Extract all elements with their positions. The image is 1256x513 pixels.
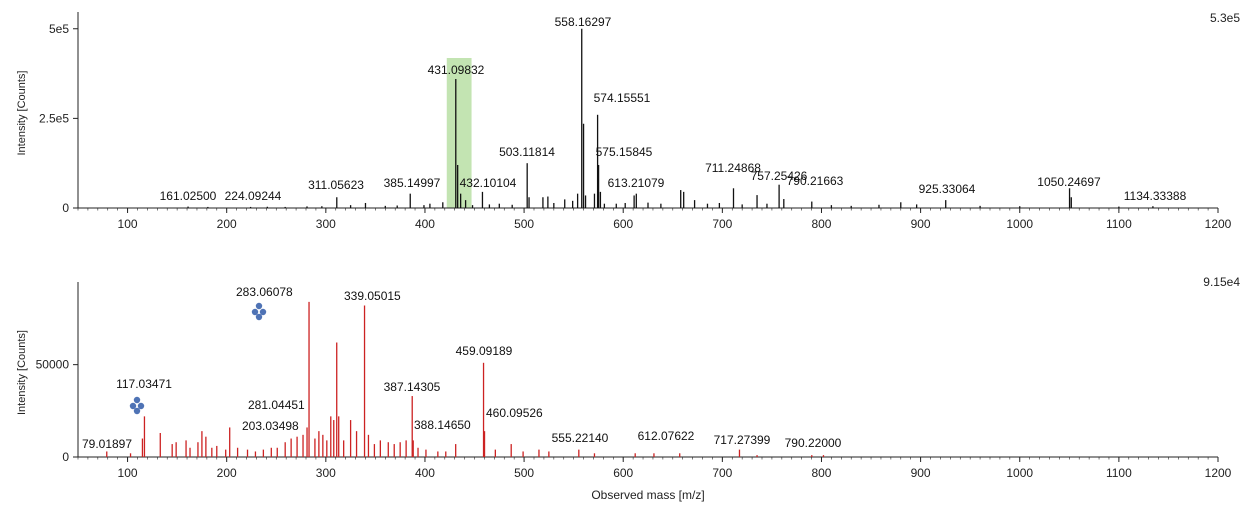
peak-label: 555.22140: [552, 431, 609, 445]
peak-label: 790.21663: [787, 174, 844, 188]
highlight-band: [446, 58, 472, 208]
y-axis-label: Intensity [Counts]: [16, 71, 28, 156]
x-tick-label: 600: [613, 466, 633, 480]
peak-label: 757.25426: [751, 169, 808, 183]
peak-label: 711.24868: [705, 161, 761, 175]
x-tick-label: 100: [118, 466, 138, 480]
peak-label: 203.03498: [242, 419, 299, 433]
x-tick-label: 1100: [1106, 217, 1132, 231]
x-tick-label: 300: [316, 466, 336, 480]
max-intensity-label: 9.15e4: [1203, 275, 1240, 289]
glycan-dot: [137, 402, 145, 410]
x-tick-label: 500: [514, 217, 534, 231]
peak-label: 387.14305: [384, 380, 441, 394]
peak-label: 717.27399: [714, 433, 771, 447]
x-tick-label: 1200: [1205, 217, 1232, 231]
peak-label: 1050.24697: [1037, 175, 1101, 189]
glycan-dot: [133, 396, 141, 404]
x-tick-label: 1000: [1006, 466, 1033, 480]
x-tick-label: 400: [415, 466, 435, 480]
peak-label: 385.14997: [384, 176, 441, 190]
y-tick-label: 0: [62, 201, 69, 215]
x-tick-label: 700: [712, 217, 732, 231]
glycan-dot: [255, 313, 263, 321]
max-intensity-label: 5.3e5: [1210, 11, 1240, 25]
x-tick-label: 1000: [1006, 217, 1033, 231]
x-tick-label: 600: [613, 217, 633, 231]
peak-label: 459.09189: [456, 344, 513, 358]
peak-label: 503.11814: [499, 145, 555, 159]
x-tick-label: 200: [217, 466, 237, 480]
glycan-icon: [129, 396, 145, 415]
peak-label: 339.05015: [344, 289, 401, 303]
y-axis-label: Intensity [Counts]: [16, 330, 28, 415]
x-tick-label: 1100: [1106, 466, 1132, 480]
x-tick-label: 200: [217, 217, 237, 231]
peak-label: 575.15845: [596, 145, 653, 159]
y-tick-label: 5e5: [49, 22, 69, 36]
peak-label: 925.33064: [919, 182, 976, 196]
peak-label: 388.14650: [414, 418, 471, 432]
x-tick-label: 800: [811, 217, 831, 231]
peak-label: 283.06078: [236, 285, 293, 299]
peak-label: 612.07622: [638, 429, 695, 443]
x-axis-label: Observed mass [m/z]: [591, 488, 704, 502]
peak-label: 613.21079: [608, 176, 665, 190]
peak-label: 281.04451: [248, 398, 305, 412]
x-tick-label: 100: [118, 217, 138, 231]
peak-label: 161.02500: [160, 189, 217, 203]
x-tick-label: 800: [811, 466, 831, 480]
peak-label: 574.15551: [594, 91, 651, 105]
glycan-dot: [259, 308, 267, 316]
peak-label: 460.09526: [486, 406, 543, 420]
y-tick-label: 2.5e5: [39, 111, 69, 125]
peak-label: 431.09832: [428, 63, 485, 77]
peak-label: 432.10104: [460, 176, 517, 190]
x-tick-label: 900: [911, 466, 931, 480]
peak-label: 558.16297: [555, 15, 612, 29]
peak-label: 117.03471: [116, 377, 172, 391]
peak-label: 311.05623: [308, 178, 364, 192]
glycan-icon: [251, 302, 267, 321]
x-tick-label: 1200: [1205, 466, 1232, 480]
y-tick-label: 0: [62, 450, 69, 464]
x-tick-label: 500: [514, 466, 534, 480]
y-tick-label: 50000: [36, 358, 70, 372]
top-spectrum-panel: 100 200 300 400 500 600 700 800 900 1000 1100 1200 0…: [16, 11, 1240, 231]
peak-label: 79.01897: [82, 437, 132, 451]
glycan-dot: [133, 407, 141, 415]
peak-label: 1134.33388: [1124, 189, 1187, 203]
glycan-dot: [129, 402, 137, 410]
bottom-spectrum-panel: 100 200 300 400 500 600 700 800 900 1000 1100 1200 0…: [16, 275, 1240, 480]
glycan-dot: [255, 302, 263, 310]
x-tick-label: 400: [415, 217, 435, 231]
x-tick-label: 300: [316, 217, 336, 231]
peak-label: 224.09244: [225, 189, 282, 203]
x-tick-label: 700: [712, 466, 732, 480]
glycan-dot: [251, 308, 259, 316]
x-tick-label: 900: [911, 217, 931, 231]
peak-label: 790.22000: [785, 436, 842, 450]
